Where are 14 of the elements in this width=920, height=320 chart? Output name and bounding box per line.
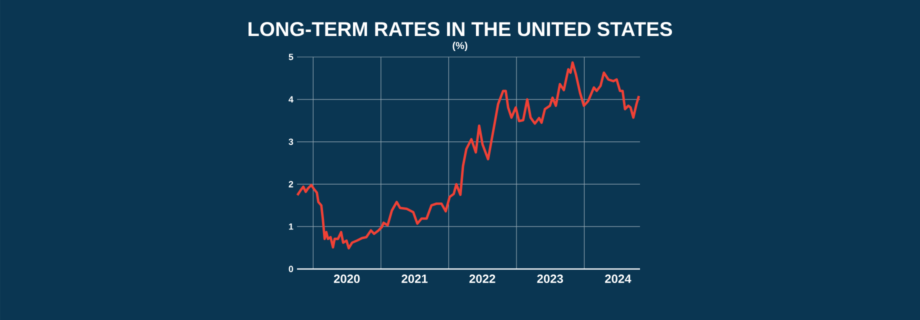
x-tick-label: 2023 [537, 274, 564, 284]
y-tick-label: 1 [289, 223, 294, 230]
x-tick-label: 2022 [469, 274, 496, 284]
y-tick-label: 2 [288, 181, 294, 188]
line-series [296, 61, 640, 250]
y-tick-label: 5 [288, 54, 294, 60]
y-tick-label: 0 [288, 266, 294, 272]
chart-title: LONG-TERM RATES IN THE UNITED STATES [248, 22, 672, 36]
x-tick-label: 2021 [402, 274, 428, 284]
y-tick-label: 4 [288, 96, 294, 102]
chart-subtitle: (%) [452, 42, 468, 52]
x-tick-label: 2024 [605, 274, 632, 284]
y-tick-label: 3 [288, 138, 294, 145]
x-tick-label: 2020 [334, 274, 360, 284]
